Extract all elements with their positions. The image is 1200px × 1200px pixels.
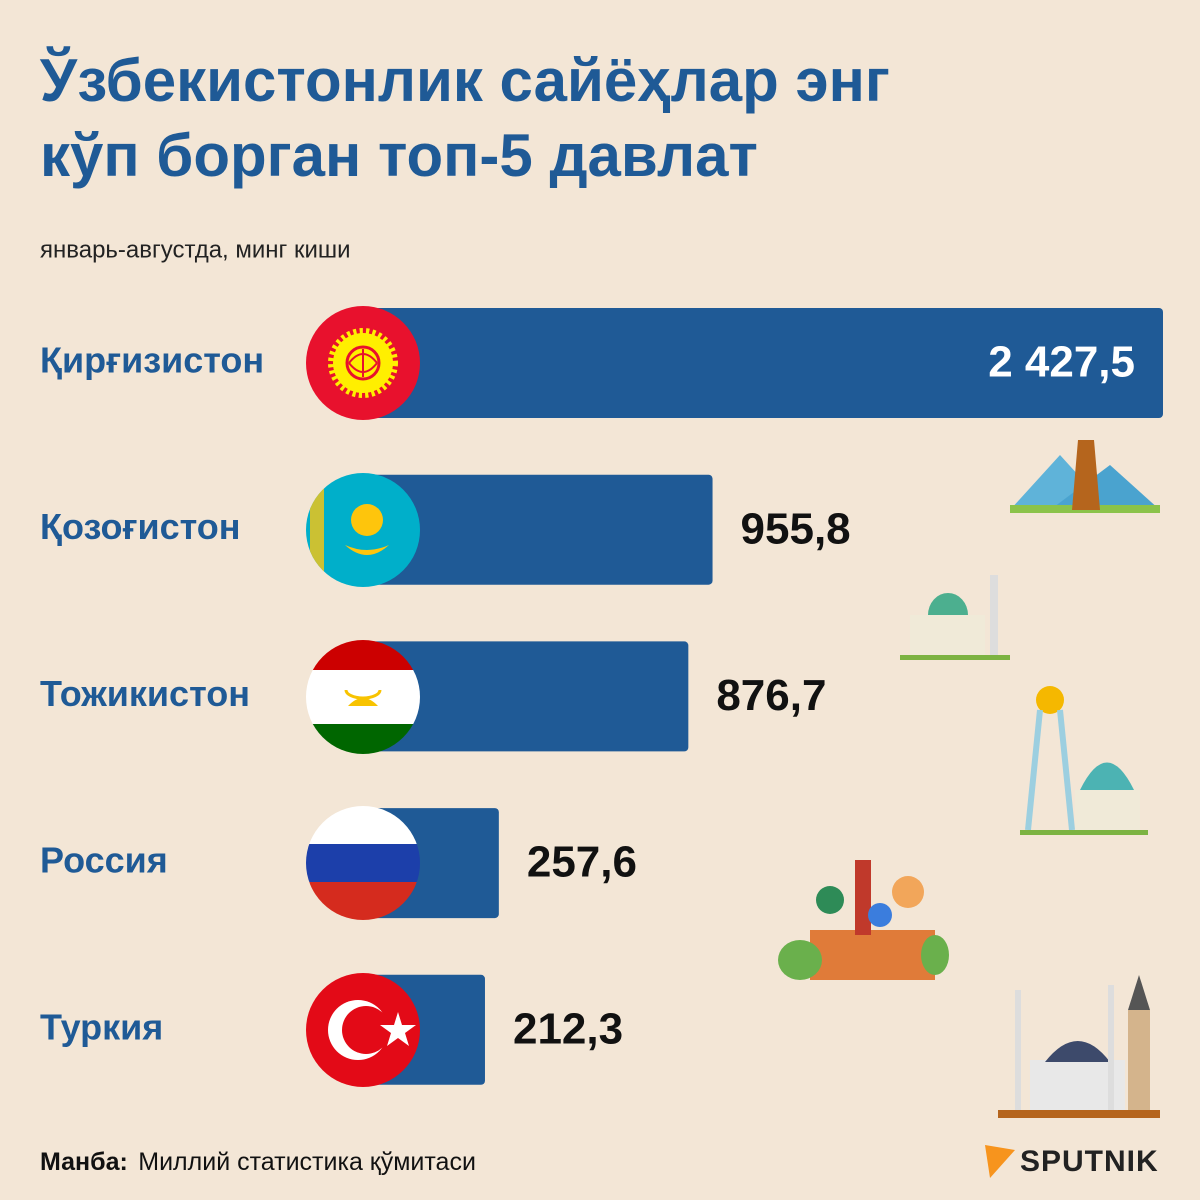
- value-label: 212,3: [513, 1004, 623, 1053]
- flag-kyrgyzstan: [306, 306, 420, 420]
- landmark-kyrgyzstan: [1010, 440, 1160, 513]
- category-label: Қирғизистон: [40, 340, 264, 381]
- bar: [363, 641, 689, 752]
- value-label: 876,7: [716, 671, 826, 720]
- value-label: 257,6: [527, 838, 637, 887]
- brand-logo: [985, 1145, 1015, 1178]
- brand: SPUTNIK: [1020, 1145, 1159, 1178]
- landmark-tajikistan: [900, 575, 1010, 660]
- category-label: Тожикистон: [40, 673, 250, 714]
- source: Манба: Миллий статистика қўмитаси: [40, 1148, 476, 1176]
- source-text: Миллий статистика қўмитаси: [138, 1148, 476, 1176]
- source-label: Манба:: [40, 1148, 128, 1176]
- subtitle: январь-августда, минг киши: [40, 236, 351, 263]
- bar: [363, 474, 713, 585]
- category-label: Туркия: [40, 1006, 163, 1047]
- value-label: 2 427,5: [988, 338, 1135, 387]
- title-line: Ўзбекистонлик сайёҳлар энг: [39, 47, 890, 114]
- landmark-turkey: [998, 975, 1160, 1118]
- title-line: кўп борган топ-5 давлат: [40, 122, 758, 189]
- landmark-kazakhstan: [1020, 686, 1148, 835]
- bar: [363, 308, 1163, 418]
- category-label: Қозоғистон: [40, 506, 241, 547]
- category-label: Россия: [40, 840, 168, 881]
- flag-turkey: [306, 973, 420, 1087]
- value-label: 955,8: [741, 504, 851, 553]
- landmark-russia: [778, 860, 949, 980]
- bars: Қирғизистон 2 427,5 Қозоғистон 955,8 Тожикис…: [40, 308, 1163, 1085]
